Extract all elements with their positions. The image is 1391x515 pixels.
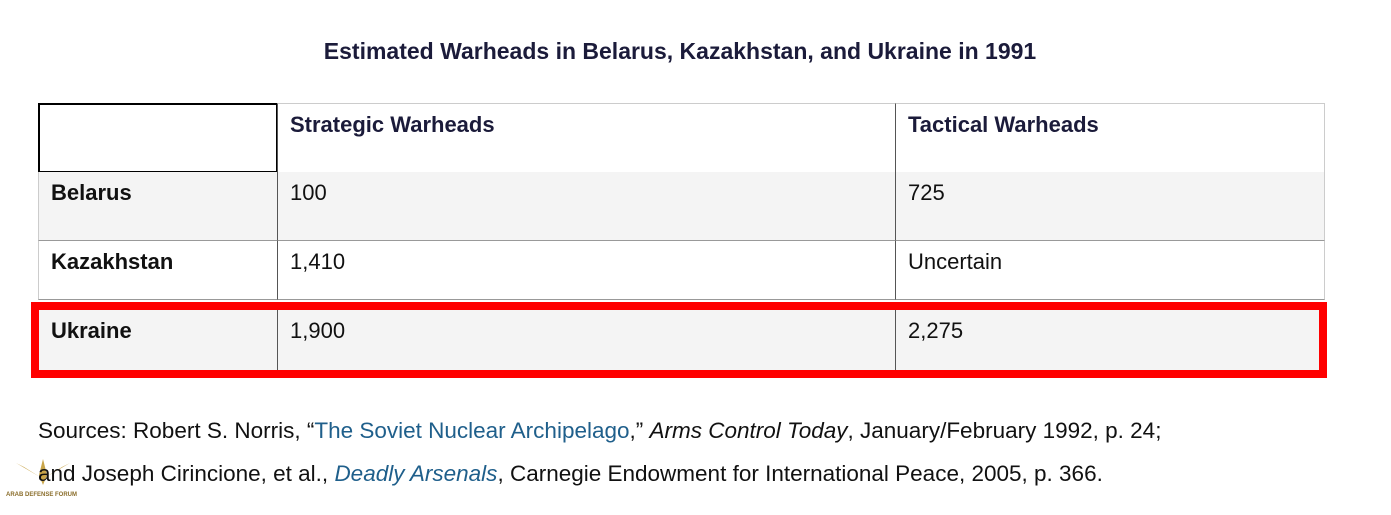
watermark-logo (16, 459, 70, 485)
table-cell: 1,410 (277, 241, 895, 300)
table-cell: 2,275 (895, 310, 1325, 371)
table-cell: Uncertain (895, 241, 1325, 300)
sources-line: Sources: Robert S. Norris, “The Soviet N… (38, 418, 1161, 444)
watermark: ARAB DEFENSE FORUM (6, 492, 78, 498)
link[interactable]: Deadly Arsenals (334, 461, 498, 486)
text: ,” (629, 418, 650, 443)
header-cell: Tactical Warheads (895, 103, 1325, 173)
text: , January/February 1992, p. 24; (847, 418, 1162, 443)
link[interactable]: The Soviet Nuclear Archipelago (314, 418, 630, 443)
row-header: Belarus (38, 172, 277, 241)
table-title: Estimated Warheads in Belarus, Kazakhsta… (323, 38, 1037, 64)
table-cell: 100 (277, 172, 895, 241)
table-cell: 725 (895, 172, 1325, 241)
row-header: Ukraine (38, 310, 277, 371)
header-cell: Strategic Warheads (277, 103, 896, 173)
highlight-box (31, 302, 1327, 378)
sources-line: and Joseph Cirincione, et al., Deadly Ar… (38, 461, 1103, 487)
text: Sources: Robert S. Norris, “ (38, 418, 315, 443)
journal: Arms Control Today (649, 418, 848, 443)
row-header: Kazakhstan (38, 241, 277, 300)
header-cell (38, 103, 278, 173)
text: and Joseph Cirincione, et al., (38, 461, 335, 486)
text: , Carnegie Endowment for International P… (497, 461, 1103, 486)
